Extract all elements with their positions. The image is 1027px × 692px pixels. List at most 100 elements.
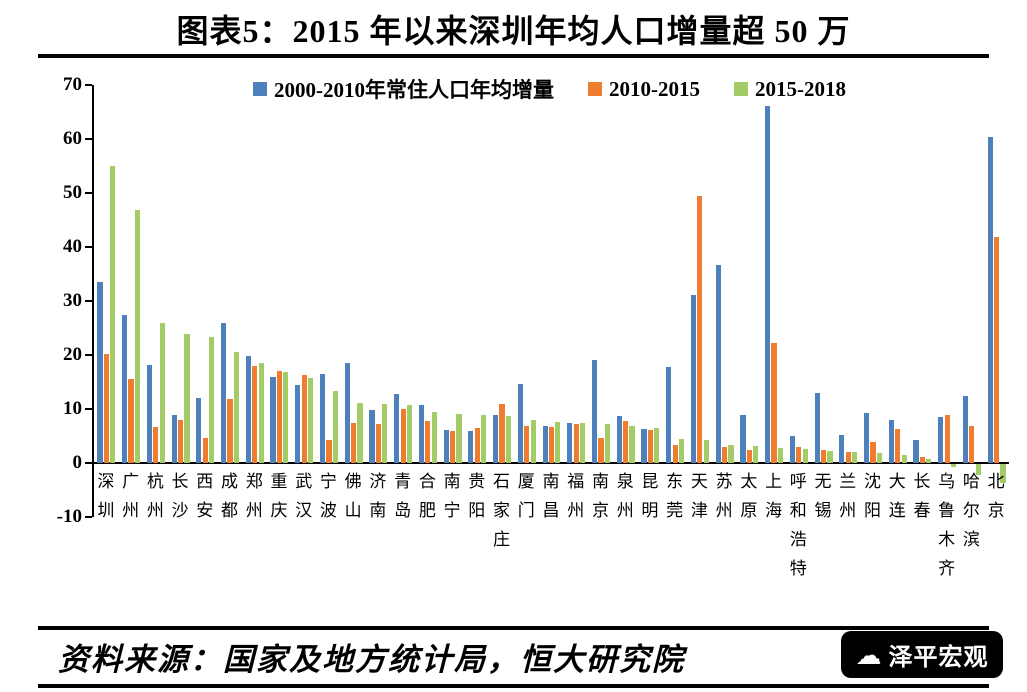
y-axis-label: 50 [63,182,82,203]
bar [245,356,251,463]
y-axis-tick [85,138,92,140]
bar [852,451,858,463]
y-axis-label: 0 [72,452,83,473]
bar [505,416,512,463]
bar [308,377,314,463]
x-axis-label: 福州 [564,472,584,530]
x-axis-label: 郑州 [242,472,262,530]
x-axis-label: 济南 [366,472,386,530]
bar [468,430,474,463]
bar [375,424,381,463]
bar [221,322,227,463]
bar [715,264,721,463]
bar [128,379,134,463]
x-axis-label: 重庆 [267,472,287,530]
x-axis-label: 北京 [984,472,1004,530]
bar [227,398,233,463]
bar [623,420,629,463]
x-axis-label: 长春 [910,472,930,530]
legend-item: 2000-2010年常住人口年均增量 [253,74,554,104]
bar [994,236,1000,463]
bar [919,456,926,463]
bar [283,372,289,463]
x-axis-label: 呼和浩特 [786,472,806,588]
y-axis-tick [85,462,92,464]
bar [672,445,678,463]
bar [697,195,703,463]
bar [481,415,487,463]
bar [548,427,555,463]
x-axis-line [94,462,1009,464]
bar [196,398,202,463]
x-axis-label: 昆明 [638,472,658,530]
x-axis-label: 南昌 [539,472,559,530]
x-axis-label: 大连 [885,472,905,530]
bar [771,342,777,463]
x-axis-label: 佛山 [341,472,361,530]
bar [357,402,363,463]
bar [542,425,548,463]
bar [159,322,165,463]
bar [369,410,375,463]
x-axis-label: 上海 [762,472,782,530]
bar [184,333,190,463]
bar [418,404,425,463]
legend-label: 2010-2015 [609,76,700,101]
x-axis-label: 南宁 [440,472,460,530]
bar [153,427,159,463]
bar [134,210,141,463]
bar [753,446,759,463]
bar [926,458,932,463]
x-axis-label: 宁波 [316,472,336,530]
bar [431,411,437,463]
x-axis-label: 深圳 [94,472,114,530]
bar [703,439,709,463]
bar [351,422,357,463]
bar [171,415,177,463]
bar [814,393,820,463]
x-axis-label: 沈阳 [860,472,880,530]
bar [493,414,499,463]
bar [555,421,561,463]
bar [765,105,771,463]
bar [678,438,685,463]
bar [839,435,845,463]
bar [901,455,907,463]
bar [295,384,301,463]
bar [629,425,635,463]
bar [616,416,622,463]
x-axis-label: 泉州 [613,472,633,530]
bar [975,464,981,475]
y-axis-label: 20 [63,344,82,365]
y-axis-label: 60 [63,128,82,149]
bar-chart: 2000-2010年常住人口年均增量 2010-2015 2015-2018 70 6… [0,60,1027,626]
bar [827,450,833,463]
footer-rule-top [38,626,989,630]
bar [690,294,697,463]
bar [580,423,586,463]
bar [319,374,326,463]
bar [530,419,536,463]
bar [950,464,957,467]
bar [876,453,882,463]
bar [647,430,653,463]
bar [276,371,283,463]
brand-logo: ☁ 泽平宏观 [841,631,1003,678]
bar [103,353,109,463]
bar [524,426,530,463]
bar [406,404,413,463]
bar [382,403,388,463]
bar [598,438,604,463]
bar [394,393,400,463]
chart-legend: 2000-2010年常住人口年均增量 2010-2015 2015-2018 [92,74,1007,104]
bar [258,363,264,463]
bar [233,352,239,463]
bar [499,403,505,463]
bar [802,448,808,463]
bar [332,391,338,463]
y-axis-label: 10 [63,398,82,419]
x-axis-label: 无锡 [811,472,831,530]
bar [728,444,734,463]
legend-swatch-icon [734,82,748,96]
legend-item: 2010-2015 [588,77,700,102]
